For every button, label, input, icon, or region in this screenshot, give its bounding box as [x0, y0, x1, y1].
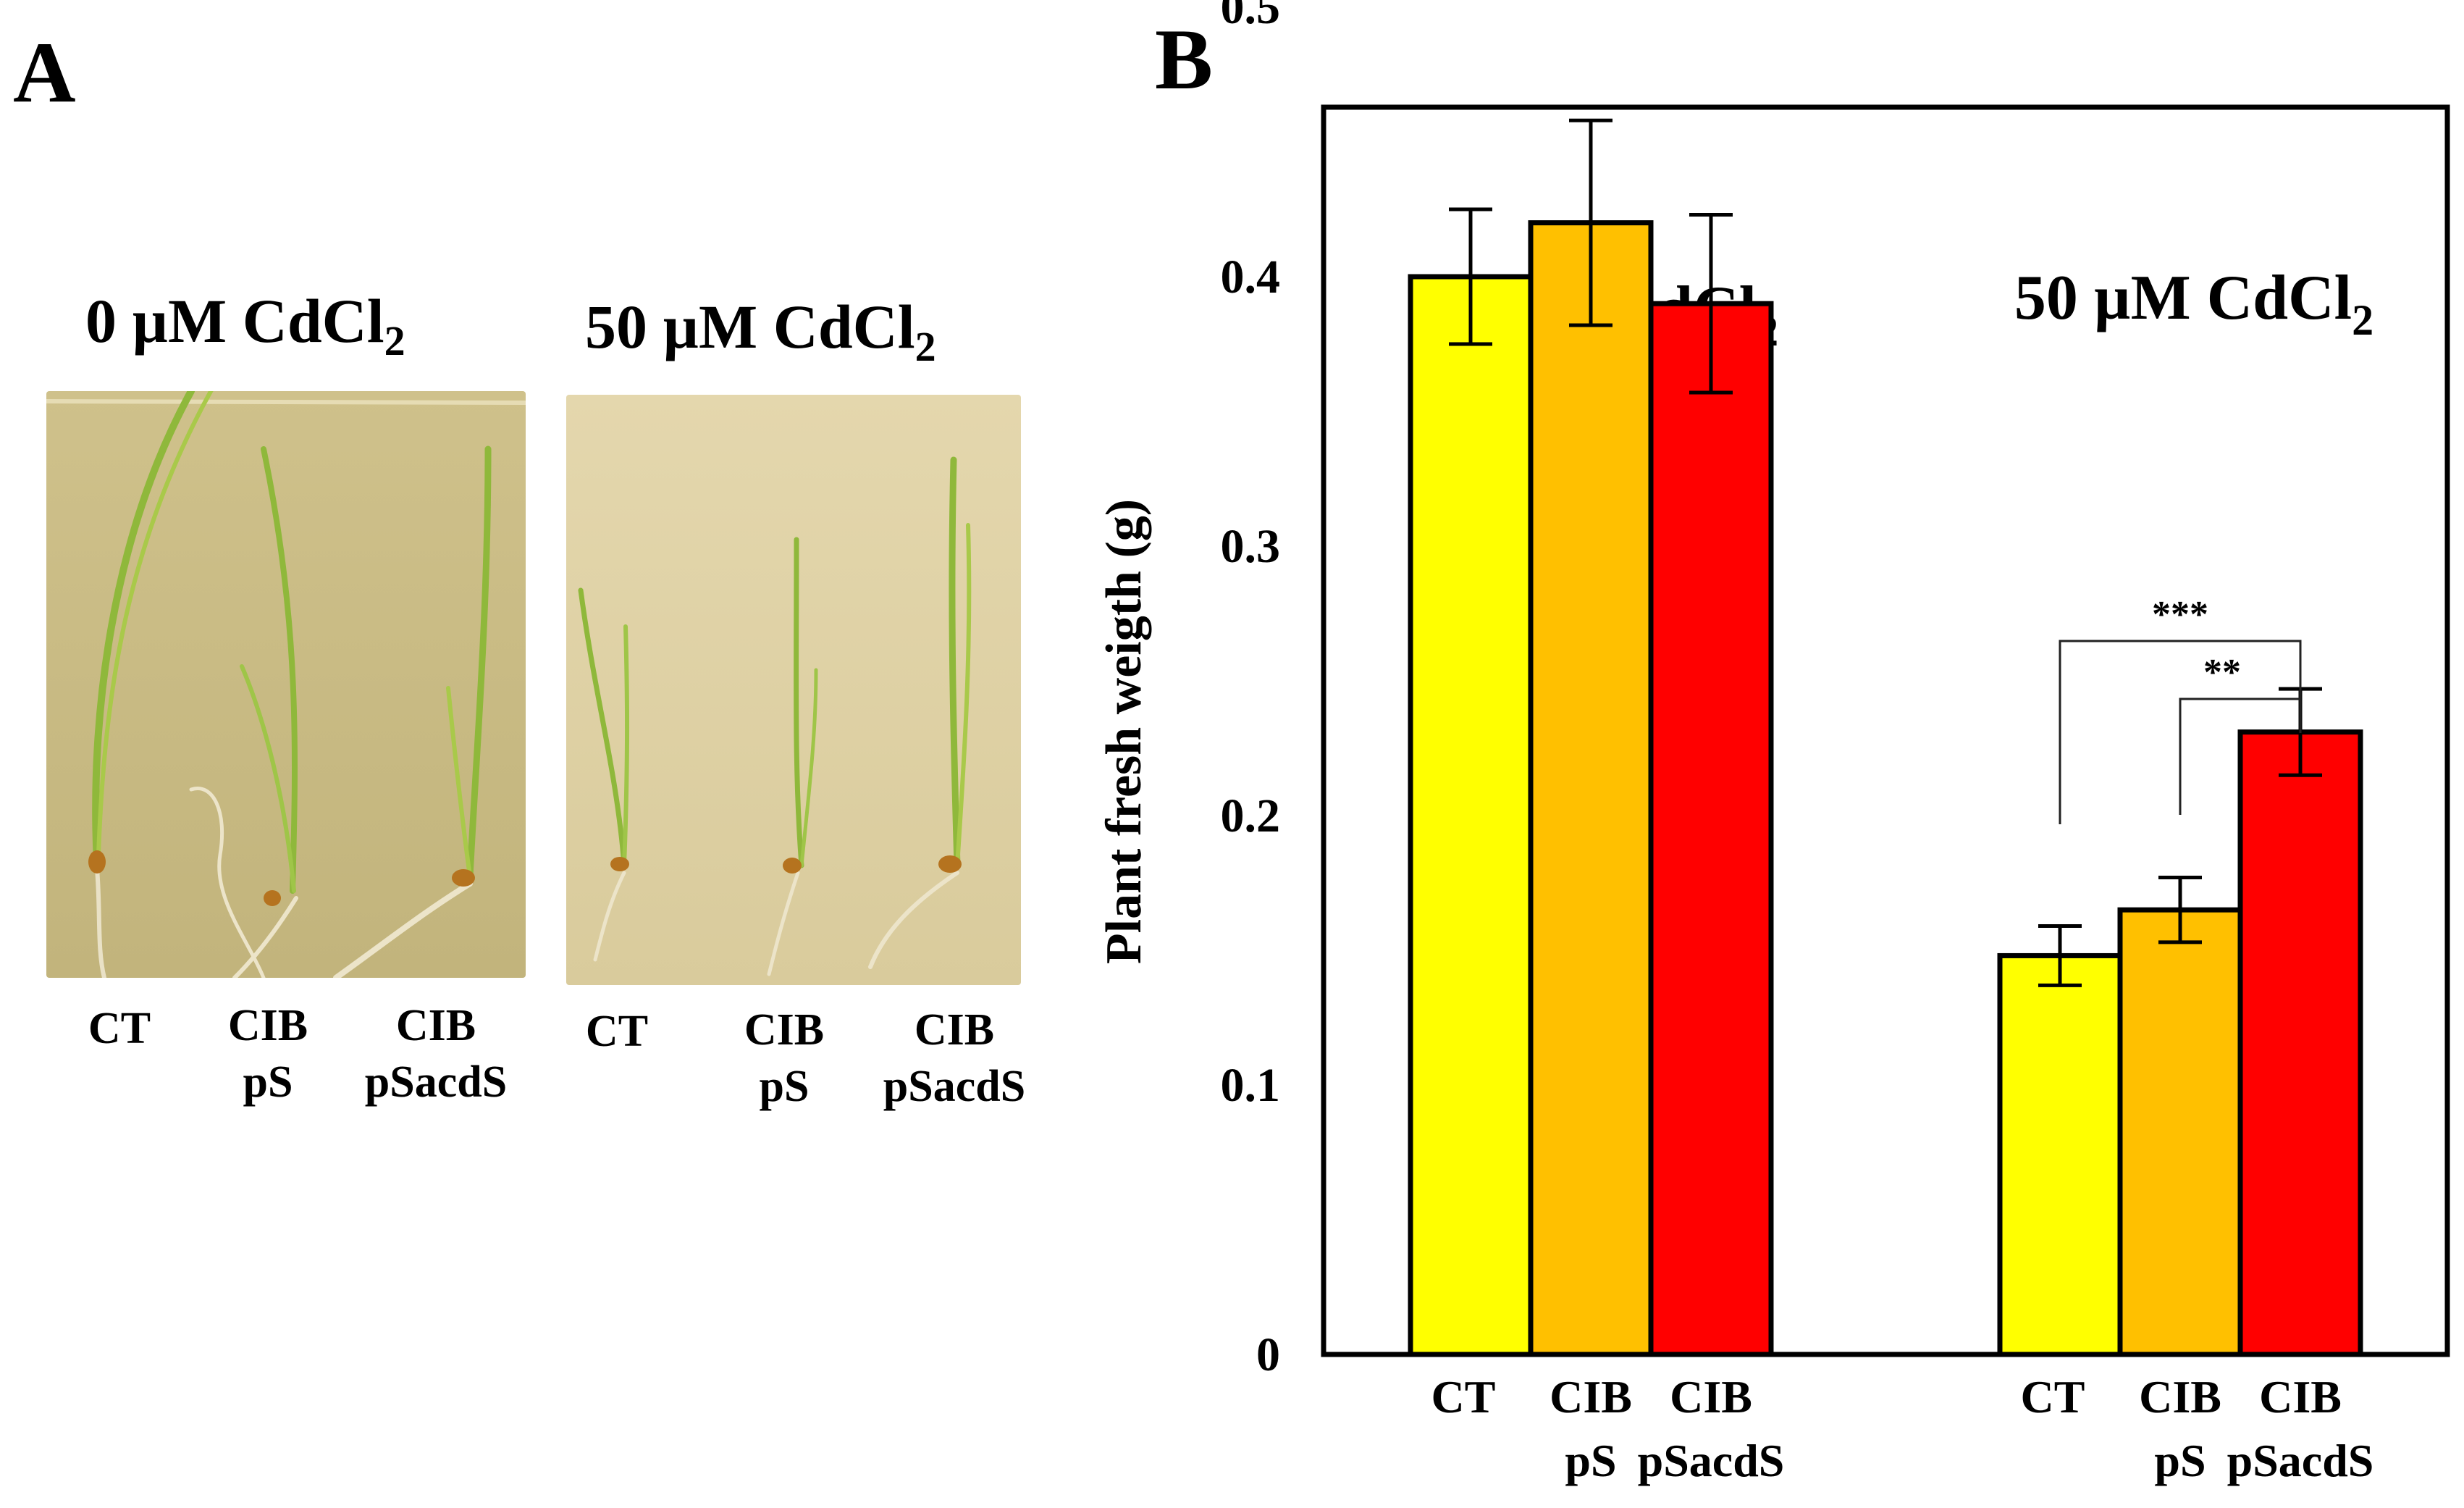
seedling-cib-ps — [767, 537, 818, 976]
label-line: pS — [243, 1057, 293, 1107]
title-subscript: 2 — [914, 323, 936, 370]
label-line: pSacdS — [883, 1061, 1026, 1111]
label-line: CIB — [395, 1001, 476, 1050]
panel-b-letter: B — [1155, 11, 1214, 107]
seedling-ct — [578, 587, 630, 962]
label-line: CT — [585, 1007, 649, 1056]
x-tick-label: pSacdS — [2227, 1435, 2374, 1486]
photo-label-cib-psacds-50um: CIB pSacdS — [883, 1002, 1025, 1115]
group-title: 50 µM CdCl2 — [2014, 263, 2373, 344]
group-title-subscript: 2 — [2352, 296, 2373, 344]
bar — [1997, 952, 2123, 1357]
x-tick-label: CT — [1431, 1371, 1496, 1423]
photo-label-ct-0um: CT — [88, 1001, 151, 1057]
bar — [1648, 301, 1774, 1357]
seedling-cib-psacds — [868, 456, 972, 969]
seedling-photo-0um — [46, 391, 526, 978]
x-tick-label: CIB — [1550, 1371, 1632, 1423]
bar — [2117, 907, 2243, 1357]
seedling-cib-ps — [189, 446, 298, 978]
panel-a-letter: A — [13, 24, 76, 120]
bar — [1408, 274, 1534, 1357]
title-subscript: 2 — [384, 317, 405, 364]
seedling-ct — [88, 391, 214, 978]
y-tick-label: 0.4 — [1221, 251, 1281, 303]
photo-label-cib-ps-0um: CIB pS — [228, 998, 308, 1110]
y-tick-label: 0 — [1256, 1328, 1280, 1381]
x-tick-label: pS — [2154, 1435, 2206, 1486]
x-tick-label: CIB — [2259, 1371, 2342, 1423]
seedling-illustration — [566, 395, 1021, 985]
significance-bracket — [2179, 698, 2300, 815]
y-tick-label: 0.5 — [1221, 0, 1281, 34]
significance-label: ** — [2203, 652, 2241, 693]
label-line: pSacdS — [364, 1057, 508, 1107]
plot-frame — [1321, 104, 2450, 1357]
x-tick-label: CIB — [1670, 1371, 1752, 1423]
x-tick-label: CIB — [2139, 1371, 2221, 1423]
y-tick-label: 0.1 — [1221, 1059, 1281, 1112]
label-line: CT — [88, 1004, 151, 1053]
y-axis-label: Plant fresh weigth (g) — [1096, 499, 1152, 964]
x-tick-label: pS — [1565, 1435, 1616, 1486]
significance-bracket — [2059, 640, 2302, 824]
photo-label-ct-50um: CT — [586, 1004, 648, 1060]
seedling-cib-psacds — [333, 445, 492, 978]
seedling-illustration — [46, 391, 526, 978]
bar — [1528, 220, 1654, 1357]
label-line: pS — [759, 1061, 810, 1111]
y-tick-label: 0.3 — [1221, 520, 1281, 573]
title-text: 50 µM CdCl — [585, 292, 915, 361]
label-line: CIB — [914, 1005, 995, 1055]
x-tick-label: pSacdS — [1638, 1435, 1785, 1486]
significance-label: *** — [2152, 594, 2208, 635]
photo-label-cib-ps-50um: CIB pS — [744, 1002, 824, 1115]
bar — [2237, 729, 2363, 1357]
y-tick-label: 0.2 — [1221, 789, 1281, 842]
photo-label-cib-psacds-0um: CIB pSacdS — [365, 998, 507, 1110]
panel-a-title-50um: 50 µM CdCl2 — [585, 296, 936, 368]
seedling-photo-50um — [566, 395, 1021, 985]
title-text: 0 µM CdCl — [85, 286, 384, 356]
x-tick-label: CT — [2021, 1371, 2085, 1423]
label-line: CIB — [744, 1005, 825, 1055]
label-line: CIB — [227, 1001, 308, 1050]
panel-a-title-0um: 0 µM CdCl2 — [85, 290, 405, 362]
